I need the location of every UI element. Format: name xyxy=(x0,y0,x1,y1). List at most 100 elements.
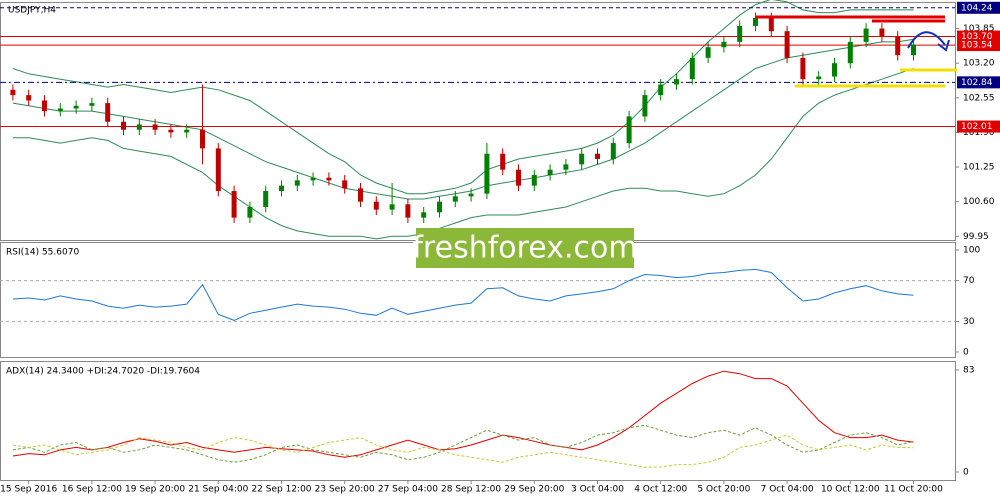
y-tick-label: 99.95 xyxy=(963,232,989,242)
x-tick-label: 10 Oct 12:00 xyxy=(821,485,880,495)
candle-body xyxy=(405,204,411,218)
candle-body xyxy=(531,175,537,186)
candle-body xyxy=(768,17,774,32)
candle-body xyxy=(452,196,458,202)
x-tick-label: 29 Sep 20:00 xyxy=(504,485,564,495)
y-tick-label: 100 xyxy=(963,246,980,256)
candle-body xyxy=(105,103,111,122)
level-label: 103.54 xyxy=(961,41,993,51)
y-tick-label: 101.90 xyxy=(963,128,995,138)
candle-body xyxy=(800,57,806,80)
y-tick-label: 70 xyxy=(963,276,975,286)
level-label-box xyxy=(957,1,1000,14)
candle-body xyxy=(516,169,521,186)
level-label: 102.84 xyxy=(961,78,993,88)
x-tick-label: 28 Sep 12:00 xyxy=(441,485,501,495)
x-tick-label: 23 Sep 20:00 xyxy=(315,485,375,495)
y-tick-label: 101.25 xyxy=(963,163,995,173)
forecast-arrow xyxy=(907,31,946,49)
adx-title: ADX(14) 24.3400 +DI:24.7020 -DI:19.7604 xyxy=(6,367,200,377)
y-tick-label: 100.60 xyxy=(963,197,995,207)
candle-body xyxy=(26,95,32,101)
x-tick-label: 7 Oct 04:00 xyxy=(761,485,814,495)
indicator-line xyxy=(12,434,914,468)
x-tick-label: 4 Oct 12:00 xyxy=(634,485,687,495)
candle-body xyxy=(136,124,142,130)
candle-body xyxy=(895,36,901,56)
y-tick-label: 103.85 xyxy=(963,24,995,34)
rsi-title: RSI(14) 55.6070 xyxy=(6,248,79,258)
bollinger-band xyxy=(12,38,914,200)
x-tick-label: 27 Sep 04:00 xyxy=(378,485,438,495)
candle-body xyxy=(753,17,758,26)
level-label: 103.70 xyxy=(961,32,993,42)
candle-body xyxy=(642,95,648,117)
indicator-line xyxy=(12,424,914,463)
candle-body xyxy=(847,41,853,64)
candle-body xyxy=(721,41,727,48)
candle-body xyxy=(484,153,490,194)
y-tick-label: 103.20 xyxy=(963,59,995,69)
x-tick-label: 22 Sep 12:00 xyxy=(251,485,311,495)
candle-body xyxy=(911,44,916,56)
candle-body xyxy=(579,153,585,165)
bollinger-band xyxy=(12,0,914,195)
x-tick-label: 19 Sep 20:00 xyxy=(125,485,185,495)
chart-title: USDJPY,H4 xyxy=(8,6,56,16)
candle-body xyxy=(658,84,664,96)
candle-body xyxy=(689,57,695,80)
candle-body xyxy=(10,89,16,96)
x-tick-label: 3 Oct 04:00 xyxy=(571,485,624,495)
candle-body xyxy=(200,129,205,149)
candle-body xyxy=(500,153,506,170)
candle-body xyxy=(610,143,616,160)
candle-body xyxy=(342,180,348,189)
candle-body xyxy=(563,164,569,170)
candle-body xyxy=(863,28,869,42)
arrow-head xyxy=(937,39,950,52)
indicator-line xyxy=(12,268,914,321)
candle-body xyxy=(121,121,126,130)
candle-body xyxy=(326,177,332,181)
candle-body xyxy=(626,116,632,144)
candle-body xyxy=(279,185,284,192)
y-tick-label: 0 xyxy=(963,468,969,478)
x-tick-label: 21 Sep 04:00 xyxy=(188,485,248,495)
level-label-box xyxy=(957,120,1000,133)
candle-body xyxy=(705,47,711,58)
candle-body xyxy=(184,129,190,133)
annotations xyxy=(755,15,957,88)
candle-body xyxy=(215,148,221,192)
candle-body xyxy=(73,105,79,109)
candle-body xyxy=(263,191,269,207)
y-tick-label: 83 xyxy=(963,365,974,375)
candle-body xyxy=(421,212,427,218)
candle-body xyxy=(468,193,474,197)
level-label: 104.24 xyxy=(961,3,993,13)
level-label: 102.01 xyxy=(961,122,993,132)
x-tick-label: 5 Oct 20:00 xyxy=(697,485,750,495)
watermark-box xyxy=(416,228,634,268)
candle-body xyxy=(737,25,743,42)
bollinger-band xyxy=(12,68,914,240)
candle-body xyxy=(294,180,300,186)
candle-body xyxy=(879,28,885,37)
y-tick-label: 0 xyxy=(963,348,969,358)
candle-body xyxy=(373,201,379,210)
candle-body xyxy=(89,103,95,106)
indicator-line xyxy=(12,370,914,458)
candle-body xyxy=(310,177,316,181)
x-tick-label: 15 Sep 2016 xyxy=(0,485,57,495)
candle-body xyxy=(674,79,679,85)
candle-body xyxy=(389,204,395,210)
candle-body xyxy=(168,129,174,133)
candle-body xyxy=(832,63,837,77)
candle-body xyxy=(547,169,553,176)
watermark: freshforex.com xyxy=(412,231,637,266)
candle-body xyxy=(358,188,363,202)
y-tick-label: 30 xyxy=(963,317,975,327)
candle-body xyxy=(816,76,822,80)
y-tick-label: 102.55 xyxy=(963,93,995,103)
candle-body xyxy=(247,206,253,218)
